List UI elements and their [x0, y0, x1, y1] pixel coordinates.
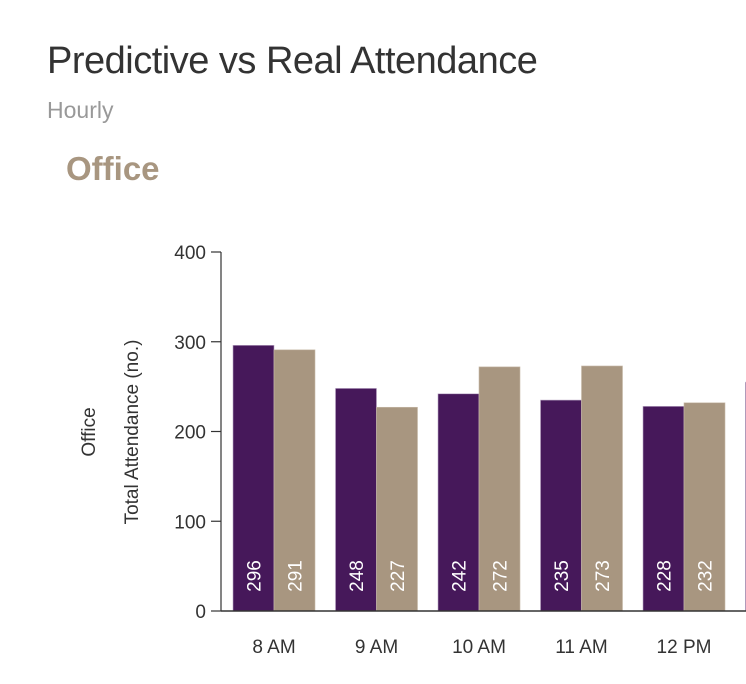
y-axis-label: Total Attendance (no.)	[122, 340, 143, 525]
page-subtitle: Hourly	[47, 97, 114, 123]
x-tick-label: 10 AM	[452, 637, 506, 658]
data-label: 235	[552, 560, 573, 592]
y-tick-label: 400	[174, 243, 206, 264]
data-label: 232	[696, 560, 717, 592]
data-label: 296	[245, 560, 266, 592]
data-label: 273	[593, 560, 614, 592]
x-tick-label: 8 AM	[252, 637, 295, 658]
y-tick-label: 100	[174, 512, 206, 533]
y-tick-label: 0	[195, 602, 206, 623]
x-tick-label: 9 AM	[355, 637, 398, 658]
y-tick-label: 200	[174, 423, 206, 444]
page-title: Predictive vs Real Attendance	[47, 40, 538, 82]
bar	[540, 399, 582, 612]
bar	[581, 365, 623, 612]
data-label: 228	[655, 560, 676, 592]
x-tick-label: 12 PM	[657, 637, 712, 658]
y-tick-label: 300	[174, 333, 206, 354]
section-title: Office	[66, 150, 160, 187]
x-tick-label: 11 AM	[555, 637, 607, 658]
data-label: 272	[491, 560, 512, 592]
data-label: 291	[286, 560, 307, 592]
data-label: 242	[450, 560, 471, 592]
facet-label: Office	[79, 407, 100, 456]
data-label: 227	[388, 560, 409, 592]
bar	[683, 402, 726, 612]
bar	[642, 406, 685, 612]
bar	[478, 366, 521, 612]
data-label: 248	[347, 560, 368, 592]
